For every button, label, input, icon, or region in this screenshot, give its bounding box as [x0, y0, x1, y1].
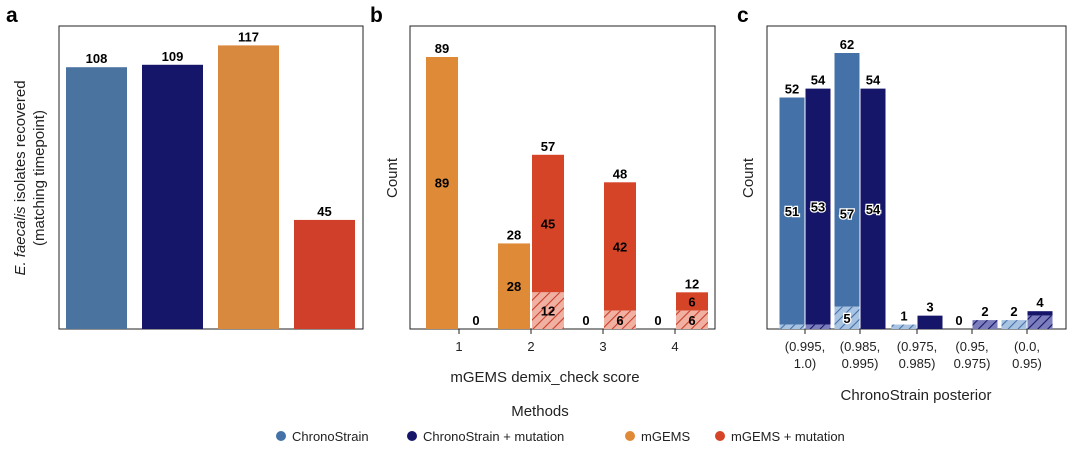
panel-c-bar-hatched — [891, 324, 917, 329]
panel-letter-a: a — [6, 4, 18, 27]
panel-a-ylabel: E. faecalis isolates recovered — [12, 80, 29, 275]
panel-b-bar — [532, 154, 564, 293]
panel-c-tick-label-line2: 0.975) — [954, 356, 991, 371]
panel-c-tick-label-line1: (0.995, — [785, 339, 825, 354]
panel-c-bar-hatched — [834, 306, 860, 329]
panel-c-xlabel: ChronoStrain posterior — [841, 387, 992, 404]
panel-c-tick-label-line2: 1.0) — [794, 356, 816, 371]
panel-b-hatched-label: 12 — [541, 304, 555, 319]
panel-a-bar — [218, 45, 279, 329]
panel-a-bar — [66, 67, 127, 329]
panel-c-tick-label-line2: 0.995) — [842, 356, 879, 371]
panel-b-value-label: 57 — [541, 139, 555, 154]
legend-marker-chronostrain-mutation — [407, 431, 417, 441]
panel-c-bar-hatched — [805, 324, 831, 329]
panel-b-inner-label: 28 — [507, 279, 521, 294]
panel-c-tick-label-line1: (0.95, — [955, 339, 988, 354]
panel-c-value-label: 2 — [1010, 304, 1017, 319]
panel-c-plot: (0.995, 1.0) 52 51 54 53 (0.985, 0.995) 62 57 5 54 5… — [779, 37, 1053, 371]
legend: ChronoStrain ChronoStrain + mutation mGE… — [276, 429, 845, 444]
legend-marker-mgems-mutation — [715, 431, 725, 441]
axes-frame-a — [58, 25, 364, 330]
panel-b-value-label: 0 — [472, 313, 479, 328]
panel-c-bar — [1027, 311, 1053, 316]
panel-c-bar — [860, 88, 886, 329]
panel-b-tick-label: 2 — [527, 339, 534, 354]
panel-c-value-label: 4 — [1036, 295, 1044, 310]
panel-b-value-label: 48 — [613, 166, 627, 181]
panel-letter-c: c — [737, 4, 749, 27]
panel-c-bar-hatched — [972, 320, 998, 329]
panel-a-value-label: 108 — [86, 51, 108, 66]
panel-a-bar — [142, 64, 203, 329]
panel-b-value-label: 0 — [654, 313, 661, 328]
panel-c-tick-label-line2: 0.95) — [1012, 356, 1042, 371]
panel-b-hatched-label: 6 — [616, 313, 623, 328]
panel-b-bar-hatched — [532, 292, 564, 329]
panel-c-inner-label: 53 — [811, 200, 825, 215]
panel-c-value-label: 2 — [981, 304, 988, 319]
panel-b-value-label: 89 — [435, 41, 449, 56]
legend-label-mgems: mGEMS — [641, 429, 690, 444]
panel-b-tick-label: 1 — [455, 339, 462, 354]
panel-c-ylabel: Count — [740, 157, 757, 198]
panel-b-inner-label: 6 — [688, 295, 695, 310]
panel-c-bar — [834, 53, 860, 307]
panel-b-value-label: 12 — [685, 276, 699, 291]
panel-a-value-label: 109 — [162, 49, 184, 64]
panel-a-bar — [294, 219, 355, 329]
panel-c-tick-label-line1: (0.985, — [840, 339, 880, 354]
panel-a-value-label: 45 — [317, 204, 331, 219]
panel-c-tick-label-line1: (0.0, — [1014, 339, 1040, 354]
panel-c-inner-label: 54 — [866, 202, 881, 217]
panel-b-ylabel: Count — [384, 157, 401, 198]
panel-c-bar-hatched — [779, 324, 805, 329]
panel-c-bar-hatched — [1001, 320, 1027, 329]
panel-c-tick-label-line2: 0.985) — [899, 356, 936, 371]
panel-b-value-label: 28 — [507, 227, 521, 242]
panel-b-tick-label: 4 — [671, 339, 678, 354]
panel-a-plot: 108 109 117 45 — [66, 29, 355, 329]
panel-c-value-label: 54 — [811, 73, 826, 88]
panel-c-value-label: 54 — [866, 73, 881, 88]
panel-b-bar — [604, 182, 636, 311]
panel-b-bar — [426, 57, 458, 329]
panel-c-value-label: 52 — [785, 82, 799, 97]
legend-title: Methods — [511, 403, 569, 420]
panel-c-value-label: 3 — [926, 300, 933, 315]
panel-c-bar — [917, 315, 943, 329]
panel-b-bar-hatched — [676, 310, 708, 329]
panel-b-tick-label: 3 — [599, 339, 606, 354]
legend-label-mgems-mutation: mGEMS + mutation — [731, 429, 845, 444]
panel-c-inner-label: 51 — [785, 204, 799, 219]
panel-c-bar-hatched — [1027, 315, 1053, 329]
panel-a-value-label: 117 — [238, 29, 259, 44]
legend-marker-mgems — [625, 431, 635, 441]
panel-letter-b: b — [370, 4, 383, 27]
panel-c-inner-label: 57 — [840, 207, 854, 222]
legend-marker-chronostrain — [276, 431, 286, 441]
panel-b-inner-label: 42 — [613, 239, 627, 254]
panel-c-value-label: 1 — [900, 309, 907, 324]
panel-c-bar — [805, 88, 831, 325]
panel-b-bar — [498, 243, 530, 329]
legend-label-chronostrain: ChronoStrain — [292, 429, 369, 444]
panel-b-bar-hatched — [604, 310, 636, 329]
panel-b-bar — [676, 292, 708, 311]
panel-b-inner-label: 45 — [541, 217, 555, 232]
panel-b-value-label: 0 — [582, 313, 589, 328]
panel-c-hatched-label: 5 — [843, 311, 850, 326]
legend-label-chronostrain-mutation: ChronoStrain + mutation — [423, 429, 564, 444]
panel-b-hatched-label: 6 — [688, 313, 695, 328]
panel-a-ylabel-line2: (matching timepoint) — [31, 110, 48, 246]
panel-c-bar — [779, 97, 805, 325]
panel-c-tick-label-line1: (0.975, — [897, 339, 937, 354]
panel-c-value-label: 62 — [840, 37, 854, 52]
panel-c-value-label: 0 — [955, 313, 962, 328]
panel-b-inner-label: 89 — [435, 176, 449, 191]
panel-b-xlabel: mGEMS demix_check score — [450, 369, 639, 386]
